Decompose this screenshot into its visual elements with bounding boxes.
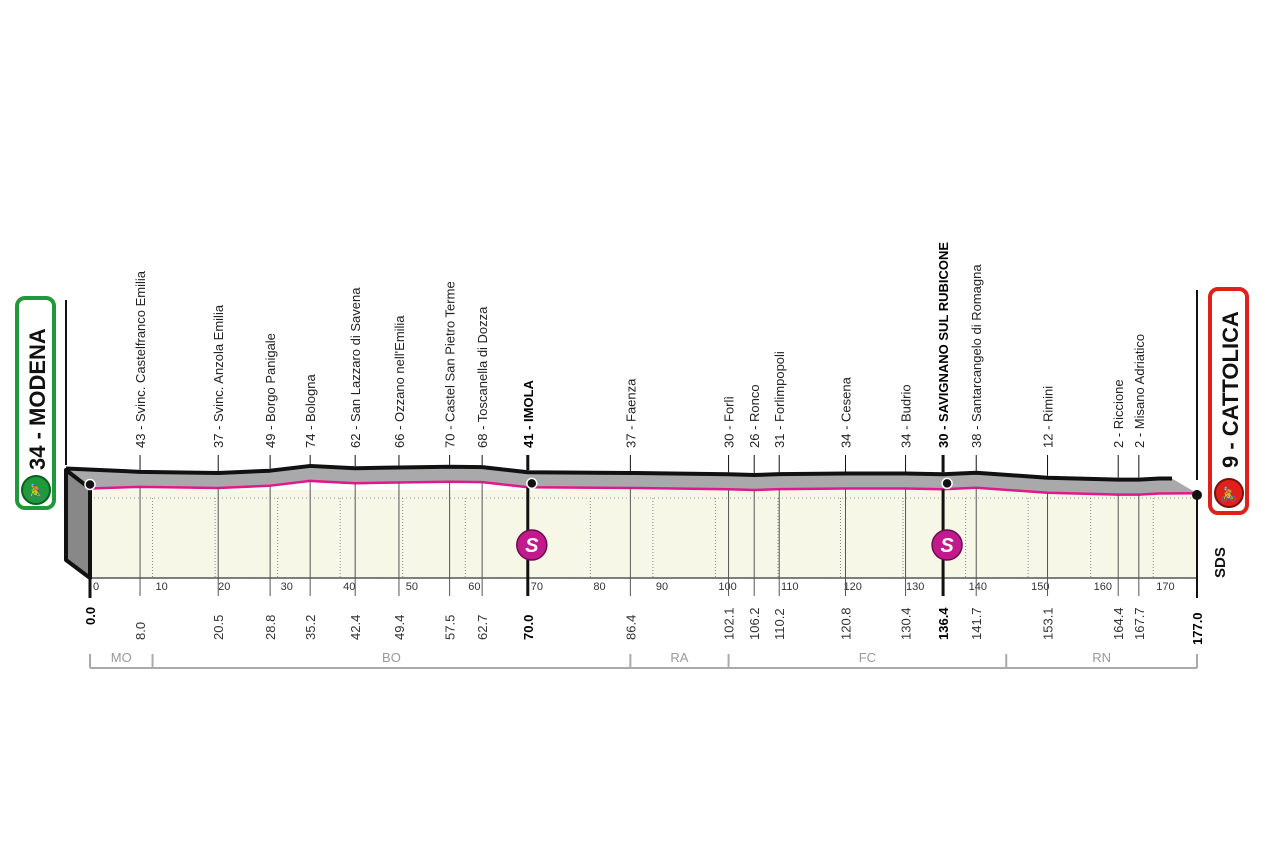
distance-label: 136.4: [936, 607, 951, 640]
km-tick-label: 30: [281, 581, 293, 593]
km-tick-label: 20: [218, 581, 230, 593]
distance-label: 8.0: [133, 622, 148, 640]
distance-label: 70.0: [521, 615, 536, 640]
start-badge: [15, 296, 56, 510]
km-tick-label: 10: [156, 581, 168, 593]
waypoint-label: 37 - Svinc. Anzola Emilia: [211, 304, 226, 448]
sds-logo: SDS: [1212, 547, 1229, 578]
distance-label: 120.8: [839, 607, 854, 640]
distance-label: 110.2: [772, 608, 787, 640]
distance-label: 153.1: [1041, 607, 1056, 640]
cyclist-start-icon: [21, 475, 51, 505]
province-label: FC: [859, 650, 876, 665]
waypoint-label: 66 - Ozzano nell'Emilia: [392, 315, 407, 448]
profile-top-line: [65, 463, 1172, 482]
distance-label: 167.7: [1132, 607, 1147, 640]
sprint-dot: [526, 477, 538, 490]
km-tick-label: 160: [1094, 581, 1112, 593]
waypoint-label: 26 - Ronco: [747, 384, 762, 448]
km-tick-label: 80: [593, 581, 605, 593]
distance-label: 49.4: [392, 615, 407, 640]
waypoint-label: 30 - SAVIGNANO SUL RUBICONE: [936, 242, 951, 448]
km-tick-label: 130: [906, 581, 924, 593]
waypoint-label: 62 - San Lazzaro di Savena: [348, 287, 363, 448]
profile-face: [90, 490, 1197, 578]
km-tick-label: 50: [406, 581, 418, 593]
distance-label: 164.4: [1111, 607, 1126, 640]
km-tick-label: 60: [468, 581, 480, 593]
distance-label: 141.7: [969, 607, 984, 640]
cyclist-finish-icon: [1214, 478, 1244, 508]
province-label: RA: [670, 650, 688, 665]
finish-badge: [1208, 287, 1249, 515]
distance-label: 28.8: [263, 615, 278, 640]
waypoint-label: 74 - Bologna: [303, 374, 318, 448]
km-tick-label: 170: [1156, 581, 1174, 593]
km-tick-label: 150: [1031, 581, 1049, 593]
waypoint-label: 38 - Santarcangelo di Romagna: [969, 264, 984, 448]
distance-label: 35.2: [303, 615, 318, 640]
km-tick-label: 100: [718, 581, 736, 593]
distance-label: 102.1: [722, 607, 737, 640]
distance-label: 42.4: [348, 615, 363, 640]
distance-label: 106.2: [747, 607, 762, 640]
waypoint-label: 68 - Toscanella di Dozza: [475, 306, 490, 448]
waypoint-label: 49 - Borgo Panigale: [263, 333, 278, 448]
waypoint-label: 34 - Cesena: [839, 376, 854, 448]
km-tick-label: 110: [781, 581, 799, 593]
start-distance: 0.0: [83, 607, 98, 625]
sprint-icon: [516, 529, 548, 561]
profile-band: [66, 465, 1197, 495]
cyclist-glyph: 🚴: [27, 483, 44, 500]
km-tick-label: 140: [969, 581, 987, 593]
waypoint-label: 2 - Misano Adriatico: [1132, 334, 1147, 448]
km-tick-label: 90: [656, 581, 668, 593]
finish-town-label: 9 - CATTOLICA: [1218, 311, 1243, 468]
finish-distance: 177.0: [1190, 612, 1205, 645]
sprint-label: S: [525, 535, 539, 557]
province-label: RN: [1092, 650, 1111, 665]
distance-label: 20.5: [211, 615, 226, 640]
km-tick-label: 40: [343, 581, 355, 593]
sprint-dot: [941, 477, 953, 490]
sprint-icon: [931, 529, 963, 561]
km-tick-label: 0: [93, 581, 99, 593]
province-label: MO: [111, 650, 132, 665]
waypoint-label: 43 - Svinc. Castelfranco Emilia: [133, 270, 148, 448]
start-town-label: 34 - MODENA: [25, 328, 50, 470]
waypoint-label: 12 - Rimini: [1041, 386, 1056, 448]
distance-label: 130.4: [899, 607, 914, 640]
distance-label: 57.5: [443, 615, 458, 640]
waypoint-label: 2 - Riccione: [1111, 379, 1126, 448]
province-label: BO: [382, 650, 401, 665]
waypoint-label: 30 - Forlì: [722, 396, 737, 448]
waypoint-label: 34 - Budrio: [899, 384, 914, 448]
waypoint-label: 37 - Faenza: [623, 378, 638, 448]
waypoint-label: 31 - Forlimpopoli: [772, 351, 787, 448]
start-dot: [84, 478, 96, 491]
km-tick-label: 120: [844, 581, 862, 593]
distance-label: 86.4: [623, 615, 638, 640]
distance-label: 62.7: [475, 615, 490, 640]
finish-dot: [1192, 490, 1202, 500]
sprint-label: S: [940, 535, 954, 557]
km-tick-label: 70: [531, 581, 543, 593]
cyclist-glyph: 🚴: [1220, 486, 1237, 503]
waypoint-label: 70 - Castel San Pietro Terme: [443, 281, 458, 448]
waypoint-label: 41 - IMOLA: [521, 379, 536, 448]
